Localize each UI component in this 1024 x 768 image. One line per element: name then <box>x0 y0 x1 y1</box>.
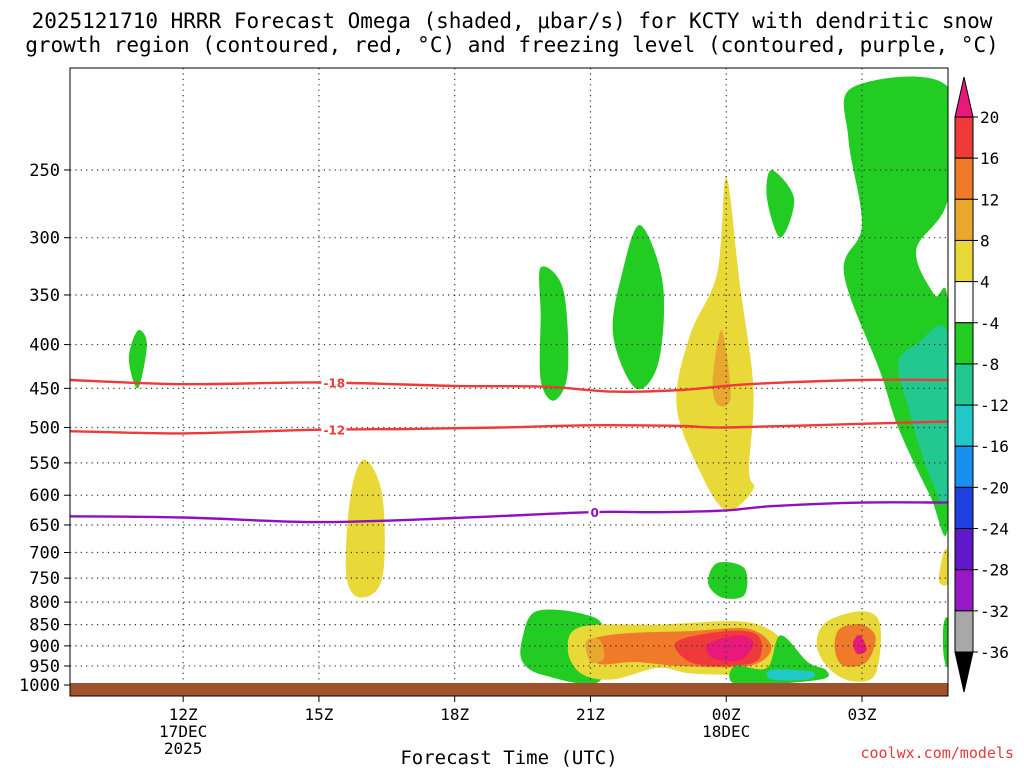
y-tick-label-600: 600 <box>29 486 60 506</box>
colorbar-label-3: 8 <box>980 231 990 250</box>
y-tick-label-300: 300 <box>29 229 60 249</box>
colorbar-label-0: 20 <box>980 108 999 127</box>
omega-region-2 <box>539 266 569 401</box>
colorbar-label-1: 16 <box>980 149 999 168</box>
x-tick-date-00Z: 18DEC <box>702 722 750 741</box>
colorbar-box-12 <box>954 610 974 653</box>
y-tick-label-350: 350 <box>29 286 60 306</box>
y-tick-label-450: 450 <box>29 379 60 399</box>
omega-region-6 <box>766 170 795 238</box>
y-tick-label-900: 900 <box>29 637 60 657</box>
contour-label-bg-2 <box>588 505 600 519</box>
omega-region-22 <box>853 634 867 655</box>
colorbar-label-13: -36 <box>980 643 1009 662</box>
colorbar-label-11: -28 <box>980 561 1009 580</box>
y-tick-label-400: 400 <box>29 336 60 356</box>
x-axis-label: Forecast Time (UTC) <box>400 747 617 768</box>
colorbar-box-7 <box>954 404 974 447</box>
colorbar-bottom-arrow <box>954 651 974 693</box>
y-tick-label-650: 650 <box>29 516 60 536</box>
colorbar-label-12: -32 <box>980 602 1009 621</box>
contour-label-0: -18 <box>323 377 345 391</box>
x-tick-date-12Z: 17DEC <box>159 722 207 741</box>
y-tick-label-750: 750 <box>29 569 60 589</box>
chart-title-line1: 2025121710 HRRR Forecast Omega (shaded, … <box>31 9 993 33</box>
terrain-strip <box>70 683 948 696</box>
y-tick-label-250: 250 <box>29 161 60 181</box>
y-tick-label-700: 700 <box>29 544 60 564</box>
x-tick-label-18Z: 18Z <box>440 705 469 724</box>
contour-label-2: 0 <box>590 506 598 520</box>
colorbar-label-4: 4 <box>980 273 990 292</box>
omega-region-9 <box>897 325 948 505</box>
contour-label-bg-0 <box>321 375 347 389</box>
colorbar-box-10 <box>954 528 974 571</box>
colorbar-box-5 <box>954 322 974 365</box>
x-tick-label-03Z: 03Z <box>848 705 877 724</box>
contour-label-1: -12 <box>323 424 345 438</box>
y-tick-label-800: 800 <box>29 593 60 613</box>
y-tick-label-850: 850 <box>29 616 60 636</box>
contour-line-0 <box>70 378 948 393</box>
x-tick-label-12Z: 12Z <box>169 705 198 724</box>
omega-region-4 <box>676 177 755 511</box>
colorbar-box-8 <box>954 445 974 488</box>
y-tick-label-950: 950 <box>29 657 60 677</box>
colorbar-label-9: -20 <box>980 478 1009 497</box>
omega-region-11 <box>942 617 948 668</box>
x-tick-label-15Z: 15Z <box>304 705 333 724</box>
omega-region-19 <box>766 669 816 681</box>
colorbar-label-5: -4 <box>980 314 999 333</box>
contour-line-1 <box>70 420 948 435</box>
colorbar-top-arrow <box>954 76 974 118</box>
x-tick-label-00Z: 00Z <box>712 705 741 724</box>
colorbar-box-11 <box>954 569 974 612</box>
colorbar-label-10: -24 <box>980 520 1009 539</box>
omega-region-7 <box>708 561 748 599</box>
colorbar-box-4 <box>954 281 974 324</box>
colorbar-box-3 <box>954 239 974 283</box>
plot-frame <box>69 67 949 697</box>
colorbar-label-6: -8 <box>980 355 999 374</box>
colorbar-box-1 <box>954 157 974 200</box>
contour-line-2 <box>70 501 948 524</box>
omega-region-3 <box>612 225 665 390</box>
y-tick-label-500: 500 <box>29 418 60 438</box>
colorbar-box-2 <box>954 198 974 241</box>
colorbar-box-0 <box>954 116 974 159</box>
site-credit: coolwx.com/models <box>860 744 1014 762</box>
y-tick-label-550: 550 <box>29 454 60 474</box>
colorbar-label-2: 12 <box>980 190 999 209</box>
omega-region-1 <box>345 459 385 598</box>
colorbar-box-9 <box>954 486 974 530</box>
x-tick-year-12Z: 2025 <box>164 739 203 758</box>
contour-label-bg-1 <box>321 422 347 436</box>
colorbar-label-7: -12 <box>980 396 1009 415</box>
omega-region-16 <box>706 635 754 662</box>
chart-title-line2: growth region (contoured, red, °C) and f… <box>25 33 999 57</box>
y-tick-label-1000: 1000 <box>19 676 60 696</box>
colorbar-box-6 <box>954 363 974 406</box>
colorbar-label-8: -16 <box>980 437 1009 456</box>
omega-region-0 <box>128 329 147 389</box>
omega-region-10 <box>938 548 948 586</box>
x-tick-label-21Z: 21Z <box>576 705 605 724</box>
